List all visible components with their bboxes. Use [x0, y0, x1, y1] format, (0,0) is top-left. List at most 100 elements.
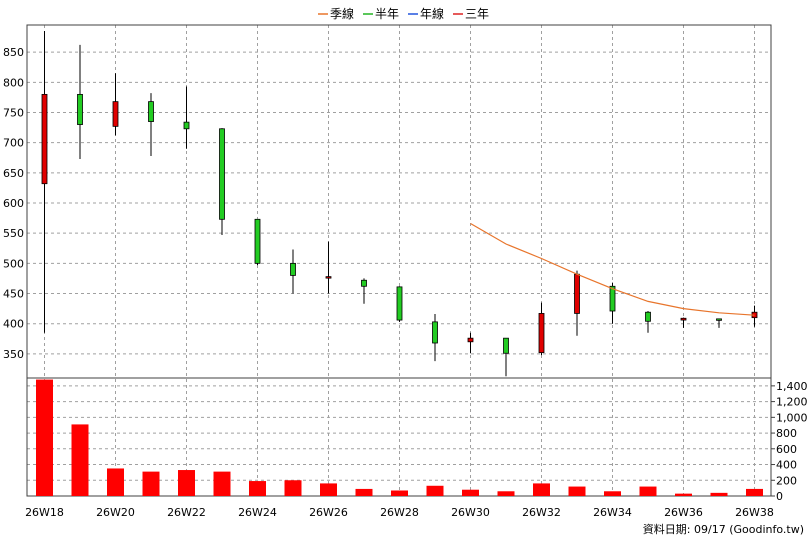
- x-tick-label: 26W18: [25, 506, 64, 519]
- price-tick-label: 700: [3, 137, 24, 150]
- x-tick-label: 26W26: [309, 506, 348, 519]
- candle-body: [645, 311, 651, 322]
- volume-tick-label: 0: [776, 490, 783, 503]
- volume-tick-label: 200: [776, 474, 797, 487]
- volume-bar: [142, 471, 160, 496]
- legend: 季線 半年 年線 三年: [318, 6, 489, 21]
- candle-body: [467, 337, 474, 343]
- candle: [396, 286, 403, 322]
- volume-bar: [71, 424, 89, 496]
- candle: [751, 305, 758, 327]
- candle-body: [112, 101, 119, 127]
- candle-body: [148, 101, 154, 122]
- candle: [41, 31, 48, 333]
- candle: [183, 86, 190, 149]
- candle: [77, 44, 83, 159]
- candle: [290, 249, 296, 294]
- x-tick-label: 26W22: [167, 506, 206, 519]
- candle-body: [41, 93, 48, 185]
- legend-label: 年線: [420, 6, 444, 21]
- price-tick-label: 800: [3, 76, 24, 89]
- volume-tick-label: 800: [776, 427, 797, 440]
- price-tick-label: 750: [3, 106, 24, 119]
- candle: [219, 128, 225, 235]
- x-tick-label: 26W24: [238, 506, 277, 519]
- volume-axis-labels: 0 200 400 600 800 1,000 1,200 1,400: [771, 380, 808, 503]
- candle-body: [77, 93, 83, 125]
- legend-item: 年線: [408, 6, 444, 21]
- candle: [503, 337, 509, 377]
- candle: [325, 241, 332, 294]
- candle-body: [254, 218, 261, 264]
- volume-bar: [710, 492, 728, 496]
- x-axis-labels: 26W18 26W20 26W22 26W24 26W26 26W28 26W30 26W32…: [25, 506, 774, 519]
- candlesticks: [41, 31, 758, 377]
- volume-bars: [36, 379, 763, 496]
- volume-tick-label: 400: [776, 459, 797, 472]
- volume-bar: [213, 471, 231, 496]
- x-tick-label: 26W20: [96, 506, 135, 519]
- volume-bar: [36, 379, 53, 496]
- volume-tick-label: 1,000: [776, 411, 808, 424]
- candle-body: [538, 313, 545, 354]
- x-tick-label: 26W36: [664, 506, 703, 519]
- candle: [467, 332, 474, 354]
- candle-body: [432, 321, 438, 344]
- price-tick-label: 400: [3, 318, 24, 331]
- candle-body: [290, 262, 296, 276]
- volume-bar: [568, 486, 586, 496]
- price-axis-labels: 350 400 450 500 550 600 650 700 750 800 850: [3, 46, 24, 361]
- price-tick-label: 650: [3, 167, 24, 180]
- volume-bar: [355, 488, 373, 496]
- candle: [609, 282, 616, 324]
- candle: [361, 278, 367, 304]
- footer-note: 資料日期: 09/17 (Goodinfo.tw): [643, 522, 804, 536]
- volume-bar: [639, 486, 657, 496]
- candle-body: [325, 276, 332, 279]
- candle: [574, 270, 580, 336]
- volume-bar: [320, 483, 337, 496]
- candle-body: [716, 318, 722, 321]
- price-tick-label: 550: [3, 227, 24, 240]
- candle-body: [680, 317, 687, 321]
- legend-label: 季線: [330, 6, 354, 21]
- legend-label: 半年: [375, 7, 399, 21]
- candle: [680, 317, 687, 328]
- x-tick-label: 26W30: [451, 506, 490, 519]
- candle: [645, 311, 651, 333]
- volume-bar: [284, 480, 302, 496]
- candle: [716, 318, 722, 328]
- volume-bar: [462, 489, 479, 496]
- volume-bar: [426, 485, 444, 496]
- x-tick-label: 26W34: [593, 506, 632, 519]
- price-tick-label: 850: [3, 46, 24, 59]
- x-tick-label: 26W32: [522, 506, 561, 519]
- price-tick-label: 500: [3, 257, 24, 270]
- candle: [538, 302, 545, 356]
- candle-body: [219, 128, 225, 220]
- x-tick-label: 26W38: [735, 506, 774, 519]
- volume-bar: [391, 490, 408, 496]
- volume-bar: [604, 491, 621, 496]
- legend-item: 季線: [318, 6, 354, 21]
- volume-tick-label: 600: [776, 443, 797, 456]
- price-tick-label: 600: [3, 197, 24, 210]
- moving-average: [470, 222, 755, 316]
- volume-bar: [497, 491, 515, 496]
- ma-line-season: [470, 222, 755, 316]
- volume-bar: [107, 468, 124, 496]
- candle-body: [574, 273, 580, 314]
- candle: [254, 218, 261, 266]
- volume-bar: [675, 493, 692, 496]
- candle-body: [183, 121, 190, 130]
- candle: [112, 73, 119, 136]
- legend-label: 三年: [465, 7, 489, 21]
- candle-body: [503, 337, 509, 354]
- candle-body: [396, 286, 403, 321]
- legend-item: 半年: [363, 7, 399, 21]
- volume-tick-label: 1,200: [776, 396, 808, 409]
- grid-lines: [27, 25, 771, 496]
- candle-body: [361, 279, 367, 287]
